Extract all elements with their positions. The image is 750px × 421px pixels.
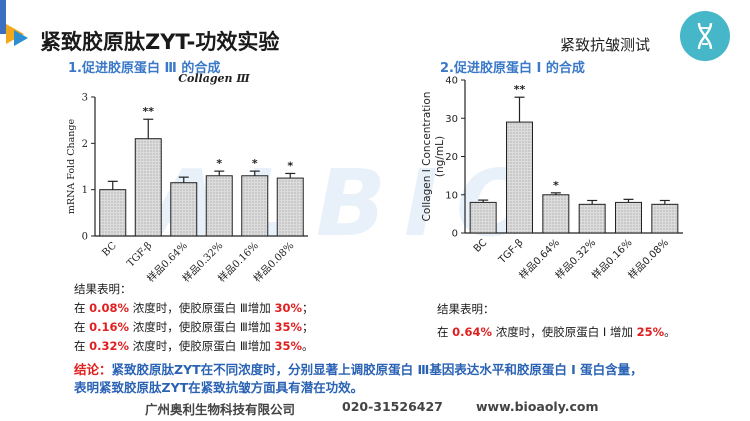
chart2-bar xyxy=(615,201,642,234)
chart2-bar xyxy=(506,121,533,234)
results-left-pct: 35% xyxy=(274,320,302,334)
results-left-end: ； xyxy=(302,301,314,315)
chart1-significance-mark: * xyxy=(216,157,222,170)
results-left-line: 在 0.16% 浓度时，使胶原蛋白 Ⅲ增加 35%； xyxy=(74,318,314,337)
results-right-pct: 25% xyxy=(636,325,665,339)
chart2-y-axis-label: Collagen Ⅰ Concentration xyxy=(421,92,433,222)
chart1-bar xyxy=(134,138,162,237)
chart1-section-title: 1.促进胶原蛋白 Ⅲ 的合成 xyxy=(68,61,221,76)
chart1-category-label: BC xyxy=(100,240,119,259)
page-title: 紧致胶原肽ZYT-功效实验 xyxy=(40,30,280,54)
chart2-y-tick-label: 20 xyxy=(445,152,458,163)
results-right-line: 在 0.64% 浓度时，使胶原蛋白 Ⅰ 增加 25%。 xyxy=(437,323,676,342)
results-right-mid: 浓度时，使胶原蛋白 Ⅰ 增加 xyxy=(492,325,637,339)
chart1-category-label: TGF-β xyxy=(125,240,154,269)
results-left-mid: 浓度时，使胶原蛋白 Ⅲ增加 xyxy=(129,339,275,353)
chart1-y-axis-label: mRNA Fold Change xyxy=(66,119,77,215)
results-right: 结果表明： 在 0.64% 浓度时，使胶原蛋白 Ⅰ 增加 25%。 xyxy=(437,300,676,342)
chart2-category-label: BC xyxy=(472,237,489,254)
chart1-y-tick-label: 2 xyxy=(82,139,88,150)
header-accent-bar xyxy=(0,0,6,34)
footer-website: www.bioaoly.com xyxy=(476,399,599,414)
footer-phone: 020-31526427 xyxy=(342,399,443,414)
chart2-y-tick-label: 40 xyxy=(445,76,458,87)
results-left-conc: 0.16% xyxy=(89,320,130,334)
chart1-y-tick-label: 0 xyxy=(82,232,88,243)
chart2-y-tick-label: 30 xyxy=(445,114,458,125)
results-left: 结果表明： 在 0.08% 浓度时，使胶原蛋白 Ⅲ增加 30%；在 0.16% … xyxy=(74,280,314,356)
chart1-bar xyxy=(205,175,233,237)
chart2-significance-mark: ** xyxy=(514,83,526,96)
chart1-significance-mark: * xyxy=(252,157,258,170)
results-left-mid: 浓度时，使胶原蛋白 Ⅲ增加 xyxy=(129,301,275,315)
chart2-section-title: 2.促进胶原蛋白 Ⅰ 的合成 xyxy=(440,61,585,76)
results-right-end: 。 xyxy=(664,325,676,339)
results-left-end: 。 xyxy=(302,339,314,353)
chart2-y-axis-label: (ng/mL) xyxy=(434,136,446,177)
results-left-conc: 0.08% xyxy=(89,301,130,315)
chart2-bar xyxy=(542,194,570,234)
chart1-bar xyxy=(99,189,127,237)
chart2-significance-mark: * xyxy=(553,179,559,192)
results-left-mid: 浓度时，使胶原蛋白 Ⅲ增加 xyxy=(129,320,275,334)
results-left-pre: 在 xyxy=(74,339,90,353)
results-left-pct: 30% xyxy=(274,301,302,315)
chart1-bar xyxy=(170,182,198,237)
results-right-conc: 0.64% xyxy=(452,325,493,339)
results-left-conc: 0.32% xyxy=(89,339,130,353)
results-left-line: 在 0.32% 浓度时，使胶原蛋白 Ⅲ增加 35%。 xyxy=(74,337,314,356)
results-left-end: ； xyxy=(302,320,314,334)
chart2-bar xyxy=(651,203,679,234)
chart2-bar xyxy=(578,203,606,234)
chart2-y-tick-label: 0 xyxy=(452,229,458,240)
chart1-significance-mark: * xyxy=(287,159,293,172)
chart1-bar xyxy=(241,175,269,237)
results-left-pre: 在 xyxy=(74,320,90,334)
conclusion-line-2: 表明紧致胶原肽ZYT在紧致抗皱方面具有潜在功效。 xyxy=(74,380,364,395)
page-subtitle: 紧致抗皱测试 xyxy=(560,36,651,54)
results-left-pct: 35% xyxy=(274,339,302,353)
chart2-bar xyxy=(469,201,497,234)
chart1-bar xyxy=(276,177,304,237)
results-left-heading: 结果表明： xyxy=(74,282,132,296)
conclusion-line-1: 紧致胶原肽ZYT在不同浓度时，分别显著上调胶原蛋白 Ⅲ基因表达水平和胶原蛋白 Ⅰ… xyxy=(111,362,643,377)
chart1-significance-mark: ** xyxy=(142,105,154,118)
results-right-pre: 在 xyxy=(437,325,453,339)
results-right-heading: 结果表明： xyxy=(437,302,495,316)
results-left-pre: 在 xyxy=(74,301,90,315)
logo-triangle-blue xyxy=(14,30,28,46)
conclusion-lead: 结论： xyxy=(74,362,112,377)
conclusion-block: 结论：紧致胶原肽ZYT在不同浓度时，分别显著上调胶原蛋白 Ⅲ基因表达水平和胶原蛋… xyxy=(74,361,643,397)
results-left-line: 在 0.08% 浓度时，使胶原蛋白 Ⅲ增加 30%； xyxy=(74,299,314,318)
chart1-y-tick-label: 3 xyxy=(82,93,88,104)
chart2-y-tick-label: 10 xyxy=(445,190,458,201)
chart1-title: Collagen Ⅲ xyxy=(178,72,250,85)
footer-company: 广州奥利生物科技有限公司 xyxy=(145,402,296,417)
chart1-y-tick-label: 1 xyxy=(82,185,88,196)
dna-icon xyxy=(680,11,730,61)
chart2-category-label: TGF-β xyxy=(496,237,525,266)
